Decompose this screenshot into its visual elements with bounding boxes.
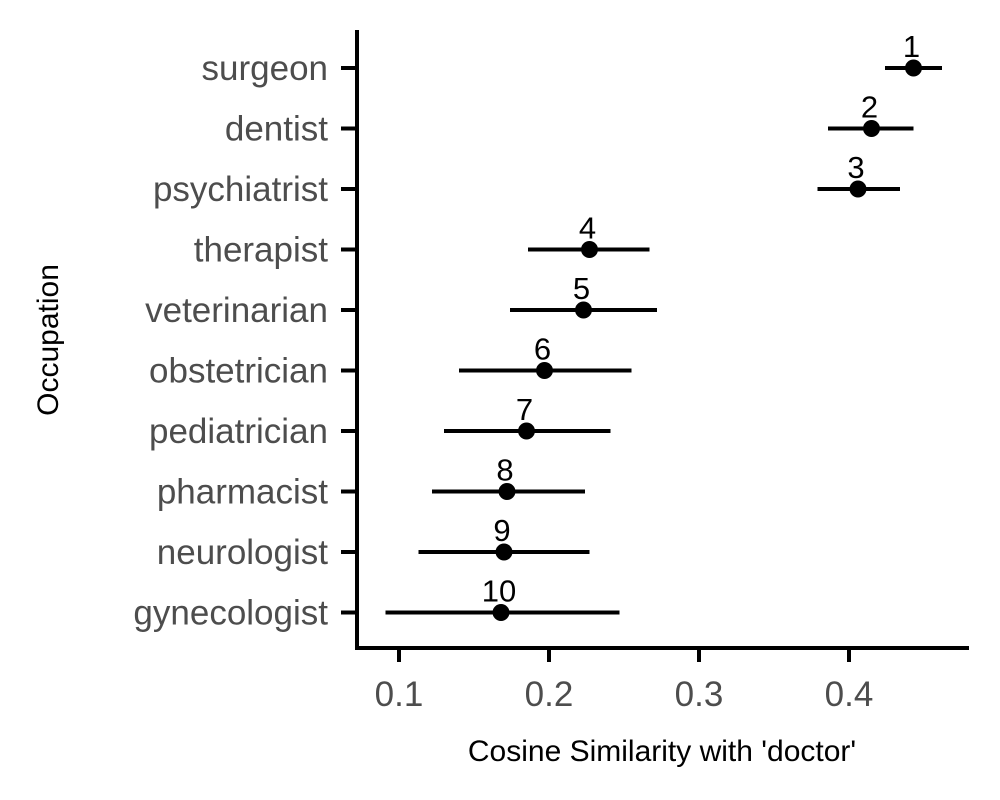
data-point	[849, 180, 867, 198]
data-point	[492, 604, 510, 621]
rank-label: 7	[516, 392, 533, 427]
data-point	[495, 543, 513, 561]
y-tick-label: therapist	[194, 231, 329, 270]
y-tick-label: obstetrician	[149, 352, 328, 391]
y-tick-label: veterinarian	[145, 291, 328, 330]
rank-label: 10	[482, 574, 516, 609]
rank-label: 4	[579, 211, 596, 246]
y-tick-label: surgeon	[202, 49, 328, 88]
data-point	[536, 362, 553, 379]
y-tick-label: gynecologist	[133, 594, 328, 633]
x-ticks: 0.1 0.2 0.3 0.4	[375, 649, 874, 714]
data-point	[905, 59, 922, 77]
y-tick-label: pharmacist	[157, 473, 328, 512]
x-tick-label: 0.2	[525, 675, 574, 714]
rank-label: 3	[847, 150, 864, 185]
rank-label: 2	[861, 90, 878, 125]
data-point	[498, 483, 516, 500]
rank-label: 9	[493, 513, 510, 548]
rank-label: 1	[903, 29, 920, 64]
rank-label: 8	[496, 453, 513, 488]
data-point	[575, 301, 592, 319]
rank-label: 6	[534, 332, 551, 367]
x-axis-title: Cosine Similarity with 'doctor'	[468, 735, 856, 768]
y-tick-label: neurologist	[157, 533, 328, 572]
y-tick-label: dentist	[225, 110, 328, 149]
data-point	[863, 120, 880, 137]
x-tick-label: 0.1	[375, 675, 424, 714]
rank-label: 5	[573, 271, 590, 306]
x-tick-label: 0.4	[825, 675, 874, 714]
y-tick-label: pediatrician	[149, 412, 328, 451]
x-tick-label: 0.3	[675, 675, 724, 714]
data-point	[518, 422, 535, 440]
y-tick-label: psychiatrist	[153, 170, 328, 209]
y-ticks: surgeon dentist psychiatrist therapist veter…	[133, 49, 356, 633]
y-axis-title: Occupation	[32, 264, 65, 416]
data-point	[581, 241, 598, 258]
